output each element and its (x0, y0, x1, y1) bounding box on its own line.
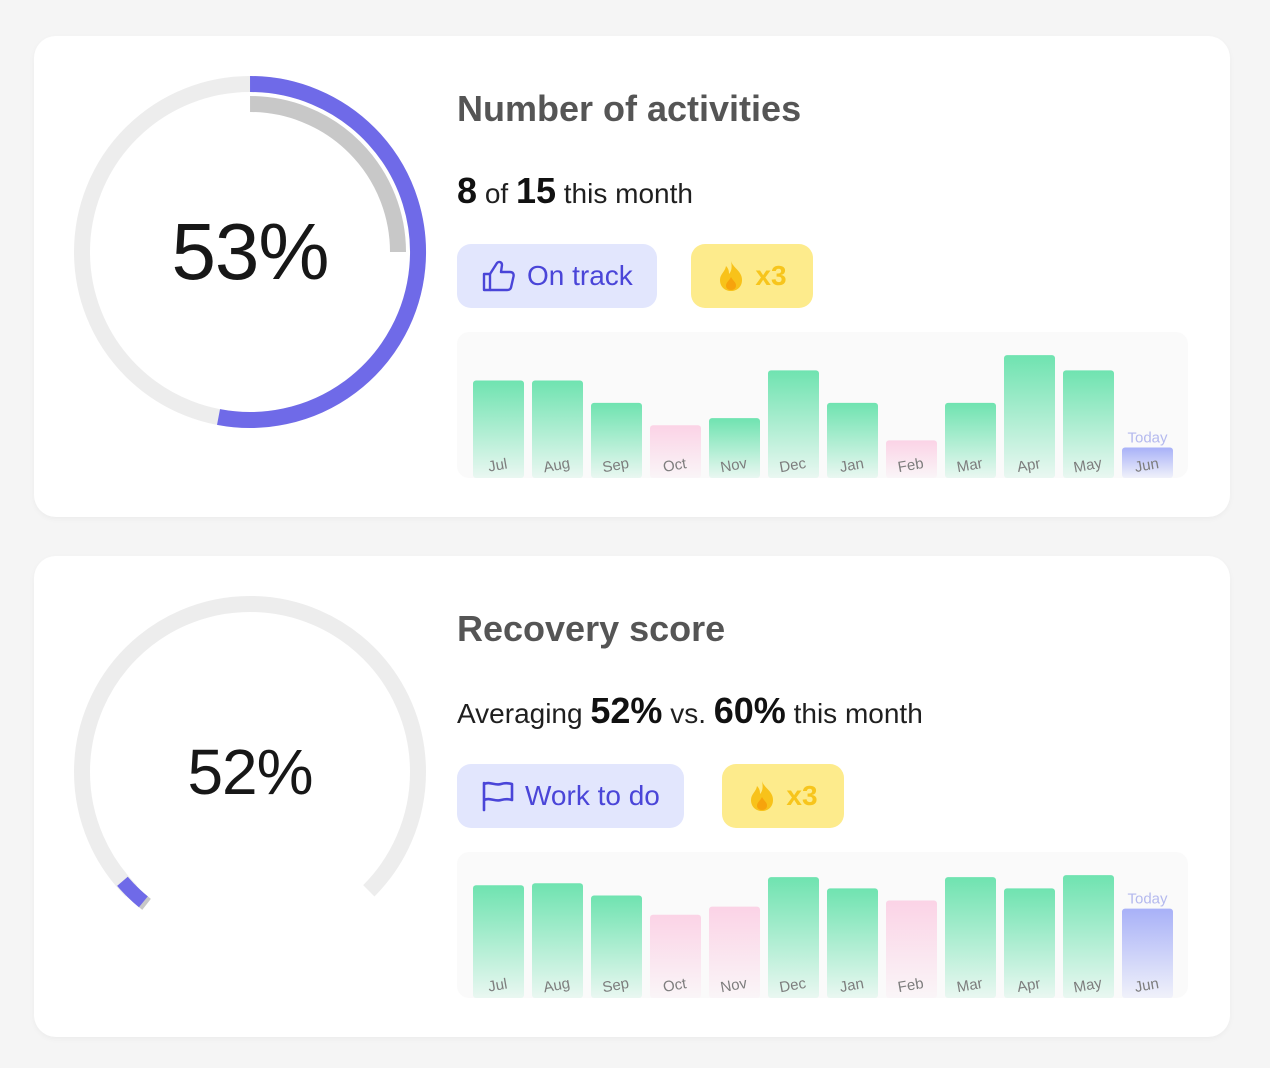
month-label: Feb (897, 455, 925, 476)
month-label: Mar (956, 455, 984, 476)
bar-apr[interactable] (1004, 888, 1055, 998)
period-text: this month (563, 178, 693, 209)
compare-value: 60% (713, 690, 786, 731)
today-label: Today (1127, 891, 1168, 908)
activities-summary: 8 of 15 this month (457, 170, 693, 212)
bar-feb[interactable] (886, 440, 937, 478)
bar-jan[interactable] (827, 402, 878, 478)
month-label: Jun (1133, 975, 1160, 996)
averaging-text: Averaging (457, 698, 583, 729)
streak-label: x3 (786, 780, 818, 811)
month-label: Jan (838, 975, 865, 996)
of-text: of (484, 178, 509, 209)
gauge-track (74, 595, 426, 897)
streak-badge[interactable]: x3 (722, 764, 844, 828)
month-label: Jul (487, 456, 509, 476)
bar-jul[interactable] (473, 885, 524, 998)
bar-oct[interactable] (650, 425, 701, 478)
card-title: Number of activities (457, 88, 802, 129)
month-label: Nov (719, 975, 749, 996)
bar-jun[interactable] (1122, 447, 1173, 478)
gauge-progress-arc (117, 876, 148, 908)
streak-label: x3 (755, 260, 787, 291)
today-label: Today (1127, 430, 1168, 447)
month-label: May (1072, 455, 1103, 477)
bar-aug[interactable] (532, 883, 583, 998)
monthly-bar-chart: Jul Aug Sep Oct Nov Dec Jan Feb Mar Apr May Jun Toda… (473, 355, 1173, 478)
month-label: Mar (956, 975, 984, 996)
bar-nov[interactable] (709, 418, 760, 478)
activities-card: 53% Number of activities 8 of 15 this mo… (34, 36, 1230, 517)
bar-may[interactable] (1063, 370, 1114, 478)
gauge-percent: 53% (171, 207, 329, 296)
bar-sep[interactable] (591, 402, 642, 478)
month-label: Aug (542, 975, 571, 996)
status-label: Work to do (525, 780, 660, 811)
average-value: 52% (590, 690, 663, 731)
gauge-progress-arc (217, 76, 426, 428)
month-label: Nov (719, 455, 749, 476)
month-label: Aug (542, 455, 571, 476)
bar-may[interactable] (1063, 875, 1114, 998)
bar-nov[interactable] (709, 906, 760, 998)
bar-jun[interactable] (1122, 908, 1173, 998)
monthly-chart: Jul Aug Sep Oct Nov Dec Jan Feb Mar Apr May Jun Toda… (457, 852, 1188, 998)
recovery-gauge: 52% (70, 592, 430, 952)
recovery-summary: Averaging 52% vs. 60% this month (457, 690, 923, 732)
month-label: Dec (778, 975, 808, 996)
bar-jan[interactable] (827, 888, 878, 998)
gauge-percent: 52% (187, 736, 313, 808)
month-label: Dec (778, 455, 808, 476)
month-label: Sep (601, 455, 630, 476)
bar-apr[interactable] (1004, 355, 1055, 478)
streak-badge[interactable]: x3 (691, 244, 813, 308)
bar-feb[interactable] (886, 900, 937, 998)
activities-total: 15 (515, 170, 556, 211)
flag-icon (482, 781, 514, 812)
bar-oct[interactable] (650, 914, 701, 998)
bar-dec[interactable] (768, 877, 819, 998)
month-label: Jan (838, 455, 865, 476)
fire-icon (720, 261, 743, 291)
month-label: Jun (1133, 455, 1160, 476)
bar-aug[interactable] (532, 380, 583, 478)
gauge-target-arc (249, 96, 406, 253)
fire-icon (751, 781, 774, 811)
recovery-card: 52% Recovery score Averaging 52% vs. 60%… (34, 556, 1230, 1037)
month-label: Apr (1016, 455, 1042, 476)
monthly-bar-chart: Jul Aug Sep Oct Nov Dec Jan Feb Mar Apr May Jun Toda… (473, 875, 1173, 998)
period-text: this month (793, 698, 923, 729)
month-label: Feb (897, 975, 925, 996)
vs-text: vs. (670, 698, 706, 729)
month-label: Jul (487, 976, 509, 996)
recovery-arc (74, 595, 426, 910)
bar-sep[interactable] (591, 895, 642, 998)
month-label: Oct (662, 455, 689, 476)
activities-count: 8 (457, 170, 478, 211)
month-label: Oct (662, 975, 689, 996)
thumbs-up-icon (482, 260, 515, 292)
month-label: Apr (1016, 975, 1042, 996)
activities-ring (74, 76, 426, 428)
month-label: May (1072, 975, 1103, 997)
bar-mar[interactable] (945, 402, 996, 478)
bar-mar[interactable] (945, 877, 996, 998)
bar-dec[interactable] (768, 370, 819, 478)
bar-jul[interactable] (473, 380, 524, 478)
status-badge[interactable]: On track (457, 244, 657, 308)
month-label: Sep (601, 975, 630, 996)
card-title: Recovery score (457, 608, 726, 649)
activities-gauge: 53% (70, 72, 430, 432)
status-label: On track (527, 260, 633, 291)
monthly-chart: Jul Aug Sep Oct Nov Dec Jan Feb Mar Apr May Jun Toda… (457, 332, 1188, 478)
status-badge[interactable]: Work to do (457, 764, 684, 828)
